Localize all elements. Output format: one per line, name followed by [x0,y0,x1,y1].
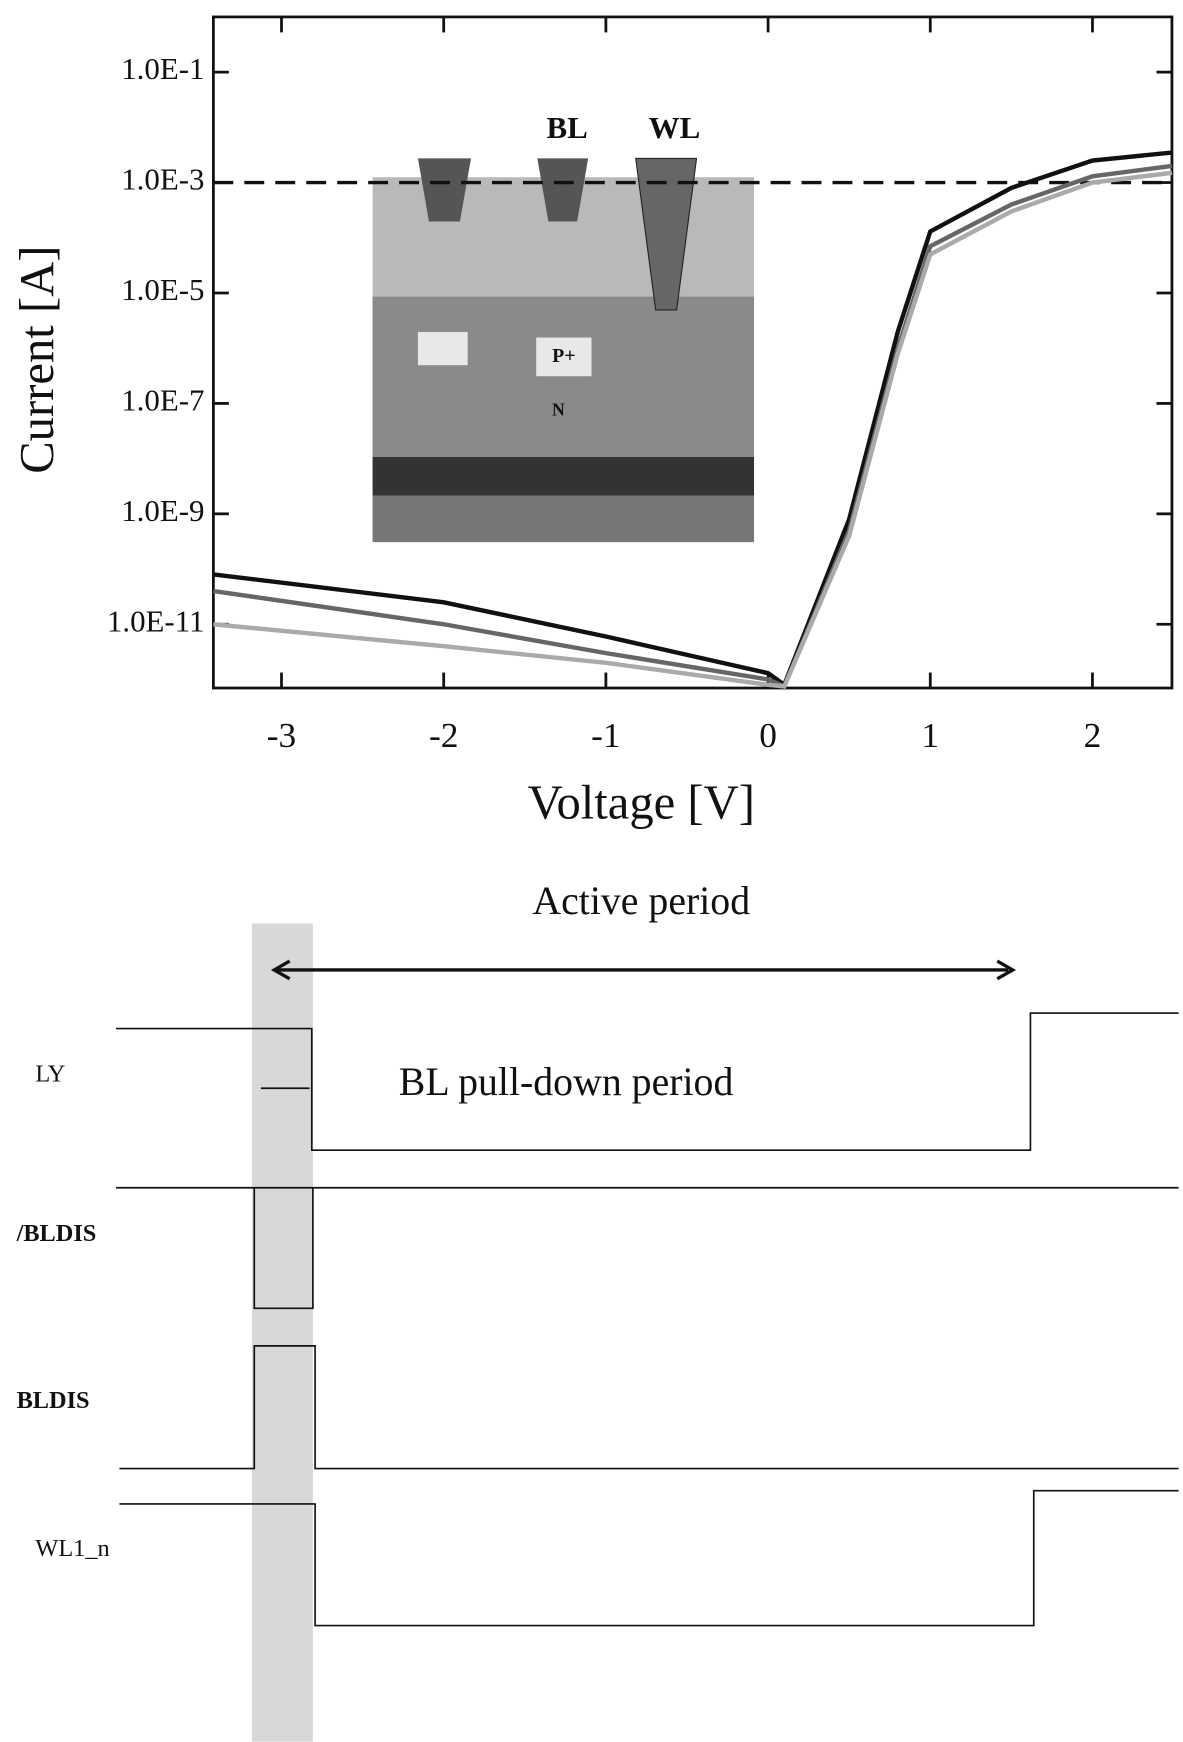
inset-layer [373,496,754,542]
y-tick-label: 1.0E-3 [121,162,204,197]
signal-label: LY [35,1061,65,1088]
y-tick-label: 1.0E-7 [121,383,204,418]
x-tick-label: 0 [759,715,777,755]
y-tick-label: 1.0E-9 [121,493,204,528]
signal-label: BLDIS [17,1387,90,1414]
y-tick-label: 1.0E-11 [107,603,205,638]
x-tick-label: -2 [429,715,458,755]
y-tick-label: 1.0E-5 [121,272,204,307]
y-tick-label: 1.0E-1 [121,51,204,86]
period-label: Active period [532,879,750,923]
region [418,332,468,365]
shade [252,924,313,1742]
signal-label: /BLDIS [16,1220,97,1247]
inset-label: N [552,400,565,420]
x-tick-label: 1 [921,715,939,755]
inset-label: BL [547,110,588,145]
signal-label: WL1_n [35,1535,109,1562]
inset-label: WL [649,110,701,145]
period-label: BL pull-down period [399,1060,734,1104]
y-axis-title: Current [A] [10,246,64,474]
inset-label: P+ [552,345,575,367]
x-tick-label: 2 [1084,715,1102,755]
x-tick-label: -1 [591,715,620,755]
figure: BL WL P+ N Voltage [V] Current [A] Activ… [0,0,1183,1742]
inset-layer [373,297,754,457]
x-tick-label: -3 [267,715,296,755]
x-axis-title: Voltage [V] [528,776,755,830]
inset-layer [373,457,754,496]
